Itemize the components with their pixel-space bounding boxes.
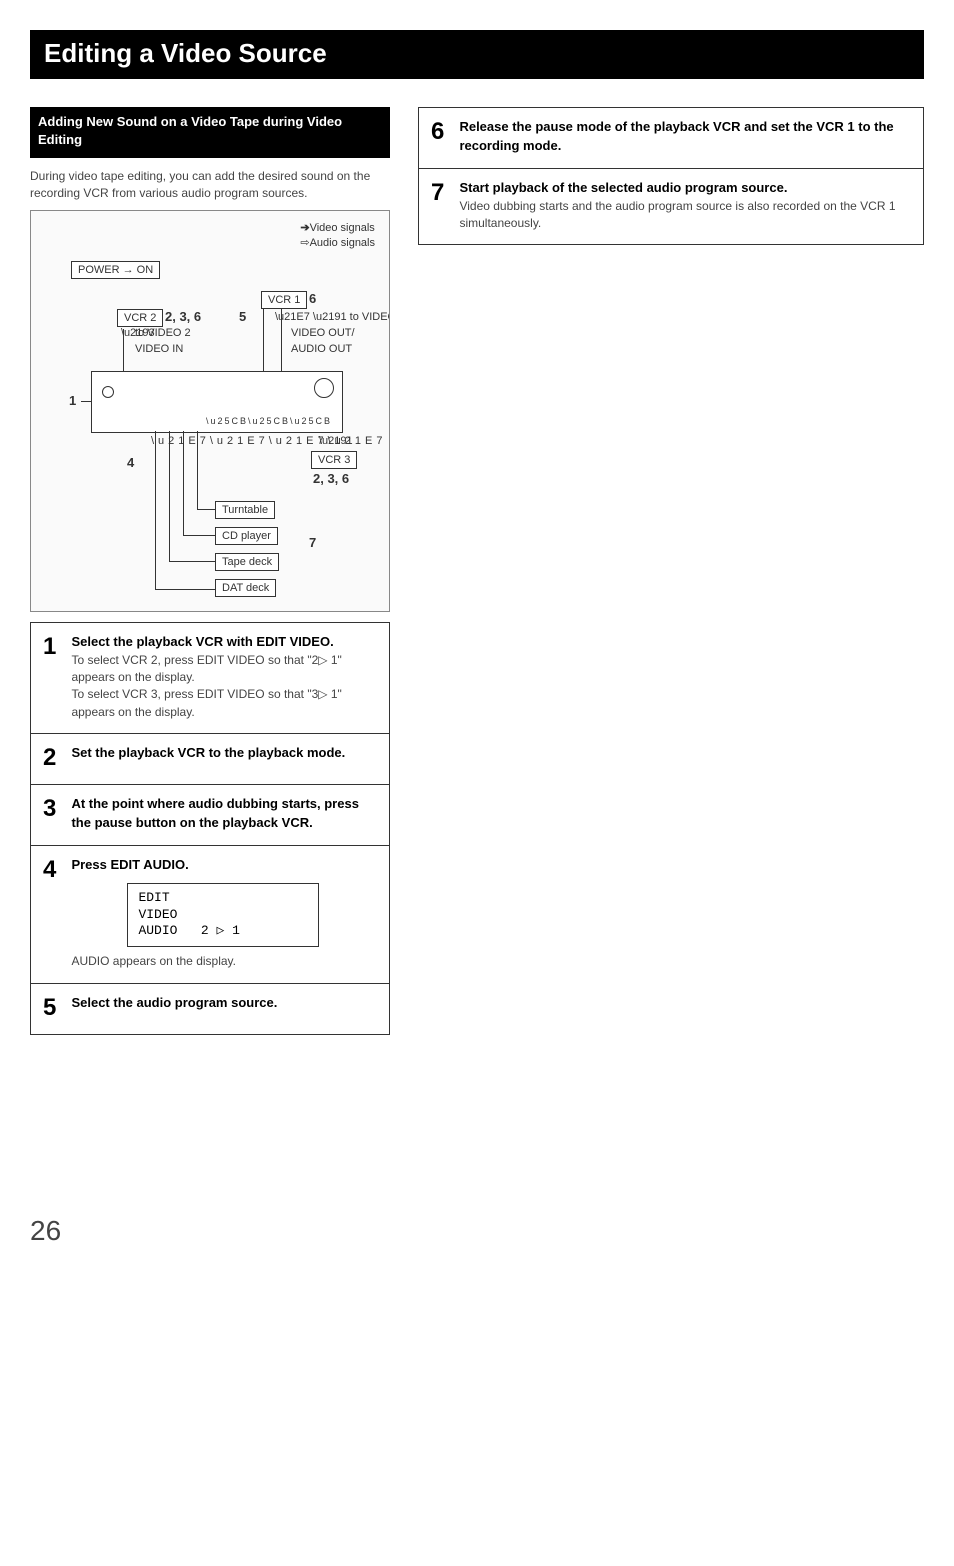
steps-right: 6 Release the pause mode of the playback…: [418, 107, 924, 245]
cdplayer-box: CD player: [215, 527, 278, 545]
vcr2-box: VCR 2: [117, 309, 163, 327]
step-num: 4: [43, 856, 67, 884]
amplifier-box: \u25CB\u25CB\u25CB: [91, 371, 343, 433]
two-column-layout: Adding New Sound on a Video Tape during …: [30, 107, 924, 1035]
lcd-display: EDIT VIDEO AUDIO 2 ▷ 1: [127, 883, 319, 948]
video-in-label: VIDEO IN: [135, 343, 183, 355]
four-label: 4: [127, 455, 134, 470]
step-num: 6: [431, 118, 455, 146]
vcr1-step-refs: 6: [309, 291, 316, 306]
step-sub: To select VCR 2, press EDIT VIDEO so tha…: [71, 653, 341, 719]
step-4: 4 Press EDIT AUDIO. EDIT VIDEO AUDIO 2 ▷…: [31, 845, 389, 983]
step-5: 5 Select the audio program source.: [31, 983, 389, 1034]
sub-heading: Adding New Sound on a Video Tape during …: [30, 107, 390, 158]
tapedeck-box: Tape deck: [215, 553, 279, 571]
legend-video: Video signals: [300, 221, 375, 236]
up-arrow-right-icon: \u2191: [319, 435, 353, 447]
step-title: At the point where audio dubbing starts,…: [71, 796, 358, 830]
legend-audio: Audio signals: [300, 236, 375, 251]
step-num: 1: [43, 633, 67, 661]
to-video2-label: to VIDEO 2: [135, 327, 191, 339]
vcr2-step-refs: 2, 3, 6: [165, 309, 201, 324]
step-7: 7 Start playback of the selected audio p…: [419, 168, 923, 245]
page-number: 26: [30, 1215, 924, 1247]
step-title: Set the playback VCR to the playback mod…: [71, 745, 345, 760]
step-title: Release the pause mode of the playback V…: [459, 119, 893, 153]
diagram-legend: Video signals Audio signals: [300, 221, 375, 252]
vcr3-box: VCR 3: [311, 451, 357, 469]
step-3: 3 At the point where audio dubbing start…: [31, 784, 389, 845]
step-sub: Video dubbing starts and the audio progr…: [459, 199, 895, 230]
datdeck-box: DAT deck: [215, 579, 276, 597]
turntable-box: Turntable: [215, 501, 275, 519]
audio-out-label: AUDIO OUT: [291, 343, 352, 355]
step-2: 2 Set the playback VCR to the playback m…: [31, 733, 389, 784]
left-column: Adding New Sound on a Video Tape during …: [30, 107, 390, 1035]
right-column: 6 Release the pause mode of the playback…: [418, 107, 924, 245]
to-video1-text: to VIDEO 1: [350, 311, 390, 323]
step-num: 3: [43, 795, 67, 823]
step-title: Press EDIT AUDIO.: [71, 857, 188, 872]
section-banner: Editing a Video Source: [30, 30, 924, 79]
up-arrow-icon: \u21E7 \u2191: [275, 311, 347, 323]
step-title: Select the playback VCR with EDIT VIDEO.: [71, 634, 333, 649]
step-title: Select the audio program source.: [71, 995, 277, 1010]
vcr3-step-refs: 2, 3, 6: [313, 471, 349, 486]
step-title: Start playback of the selected audio pro…: [459, 180, 787, 195]
page: Editing a Video Source Adding New Sound …: [0, 0, 954, 1287]
step-6: 6 Release the pause mode of the playback…: [419, 108, 923, 168]
intro-paragraph: During video tape editing, you can add t…: [30, 168, 390, 202]
to-video1-label: \u21E7 \u2191 to VIDEO 1: [275, 311, 390, 323]
steps-left: 1 Select the playback VCR with EDIT VIDE…: [30, 622, 390, 1035]
five-label: 5: [239, 309, 246, 324]
step-1: 1 Select the playback VCR with EDIT VIDE…: [31, 623, 389, 733]
wiring-diagram: Video signals Audio signals POWER → ON V…: [30, 210, 390, 612]
step-num: 2: [43, 744, 67, 772]
power-box: POWER → ON: [71, 261, 160, 279]
one-label: 1: [69, 393, 76, 408]
step-num: 7: [431, 179, 455, 207]
vcr1-box: VCR 1: [261, 291, 307, 309]
display-caption: AUDIO appears on the display.: [71, 953, 375, 970]
video-out-label: VIDEO OUT/: [291, 327, 355, 339]
seven-label: 7: [309, 535, 316, 550]
step-num: 5: [43, 994, 67, 1022]
